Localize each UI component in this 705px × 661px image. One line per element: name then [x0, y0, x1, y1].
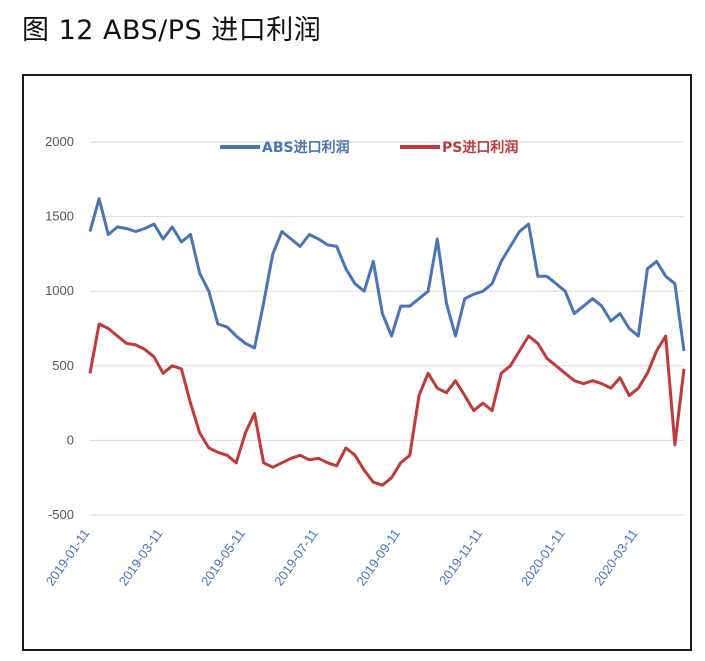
x-tick-label: 2019-05-11: [198, 526, 248, 588]
y-tick-label: -500: [48, 507, 74, 522]
line-chart: -500 0 500 1000 1500 2000 2019-01-11 2019-03-1…: [43, 134, 686, 588]
figure-title: 图 12 ABS/PS 进口利润: [22, 15, 322, 46]
series-line-0: [88, 197, 686, 352]
legend-label: PS进口利润: [442, 139, 518, 156]
y-tick-label: 0: [67, 432, 74, 447]
y-tick-label: 2000: [45, 134, 74, 149]
x-tick-label: 2019-09-11: [353, 526, 403, 588]
x-tick-label: 2020-01-11: [518, 526, 568, 588]
y-tick-label: 500: [52, 358, 74, 373]
legend: ABS进口利润 PS进口利润: [220, 139, 518, 156]
chart-frame: -500 0 500 1000 1500 2000 2019-01-11 2019-03-1…: [22, 74, 692, 651]
x-tick-label: 2019-03-11: [116, 526, 166, 588]
y-axis-ticks: -500 0 500 1000 1500 2000: [45, 134, 74, 522]
x-tick-label: 2019-11-11: [436, 526, 485, 588]
x-tick-label: 2020-03-11: [591, 526, 641, 588]
x-tick-label: 2019-01-11: [43, 526, 93, 588]
series-lines: [88, 197, 686, 487]
series-line-1: [88, 322, 686, 487]
x-tick-label: 2019-07-11: [271, 526, 321, 588]
y-tick-label: 1500: [45, 209, 74, 224]
x-axis-ticks: 2019-01-11 2019-03-11 2019-05-11 2019-07-11…: [43, 526, 641, 588]
grid-lines: [90, 141, 684, 516]
legend-label: ABS进口利润: [262, 139, 350, 156]
y-tick-label: 1000: [45, 283, 74, 298]
